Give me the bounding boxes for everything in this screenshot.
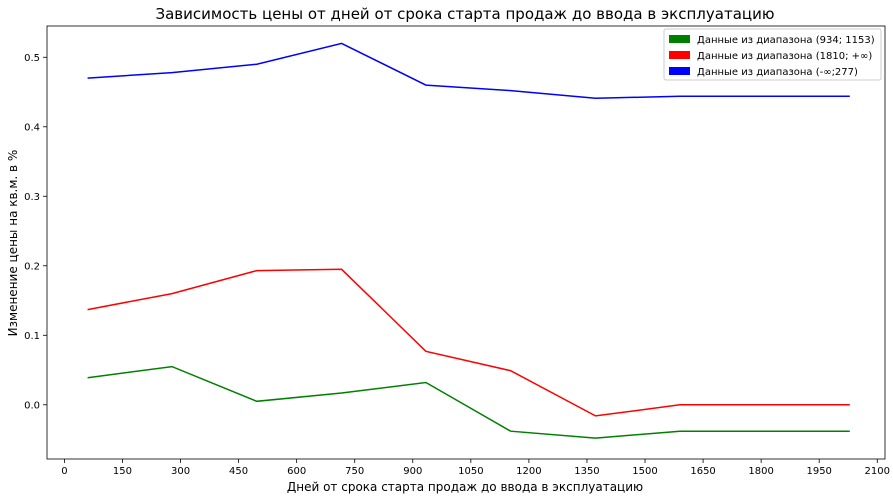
legend-box — [663, 28, 882, 81]
x-tick-label: 1350 — [574, 466, 599, 477]
legend-swatch — [669, 51, 690, 59]
y-tick-label: 0.5 — [24, 53, 40, 64]
x-tick-label: 900 — [403, 466, 422, 477]
x-tick-label: 150 — [113, 466, 132, 477]
legend-label: Данные из диапазона (-∞;277) — [697, 67, 858, 78]
x-tick-label: 1500 — [632, 466, 657, 477]
legend-swatch — [669, 35, 690, 43]
series-line-2 — [87, 268, 850, 417]
legend-label: Данные из диапазона (934; 1153) — [697, 35, 875, 46]
plot-area — [46, 25, 886, 460]
x-tick-label: 1650 — [690, 466, 715, 477]
series-line-3 — [87, 42, 850, 100]
legend-swatch — [669, 67, 690, 75]
x-tick-label: 0 — [61, 466, 67, 477]
x-axis: 0 150 300 450 600 750 900 1050 1200 1350 1500 1650 1… — [61, 459, 890, 477]
series-line-1 — [87, 365, 850, 439]
y-axis-title: Изменение цены на кв.м. в % — [6, 150, 20, 337]
x-tick-label: 1050 — [458, 466, 483, 477]
chart-title: Зависимость цены от дней от срока старта… — [156, 5, 775, 23]
y-tick-label: 0.0 — [24, 400, 40, 411]
x-tick-label: 1200 — [516, 466, 541, 477]
y-tick-label: 0.1 — [24, 331, 40, 342]
plot-frame — [46, 25, 886, 460]
x-tick-label: 600 — [287, 466, 306, 477]
series-lines — [87, 42, 850, 439]
x-tick-label: 300 — [171, 466, 190, 477]
x-tick-label: 1950 — [806, 466, 831, 477]
x-tick-label: 450 — [229, 466, 248, 477]
x-axis-title: Дней от срока старта продаж до ввода в э… — [287, 480, 643, 494]
y-axis: 0.0 0.1 0.2 0.3 0.4 0.5 — [24, 53, 47, 411]
x-tick-label: 750 — [345, 466, 364, 477]
legend-label: Данные из диапазона (1810; +∞) — [697, 51, 872, 62]
x-tick-label: 1800 — [748, 466, 773, 477]
legend: Данные из диапазона (934; 1153) Данные из… — [663, 28, 882, 81]
y-tick-label: 0.4 — [24, 122, 40, 133]
y-tick-label: 0.2 — [24, 261, 40, 272]
x-tick-label: 2100 — [865, 466, 890, 477]
y-tick-label: 0.3 — [24, 192, 40, 203]
